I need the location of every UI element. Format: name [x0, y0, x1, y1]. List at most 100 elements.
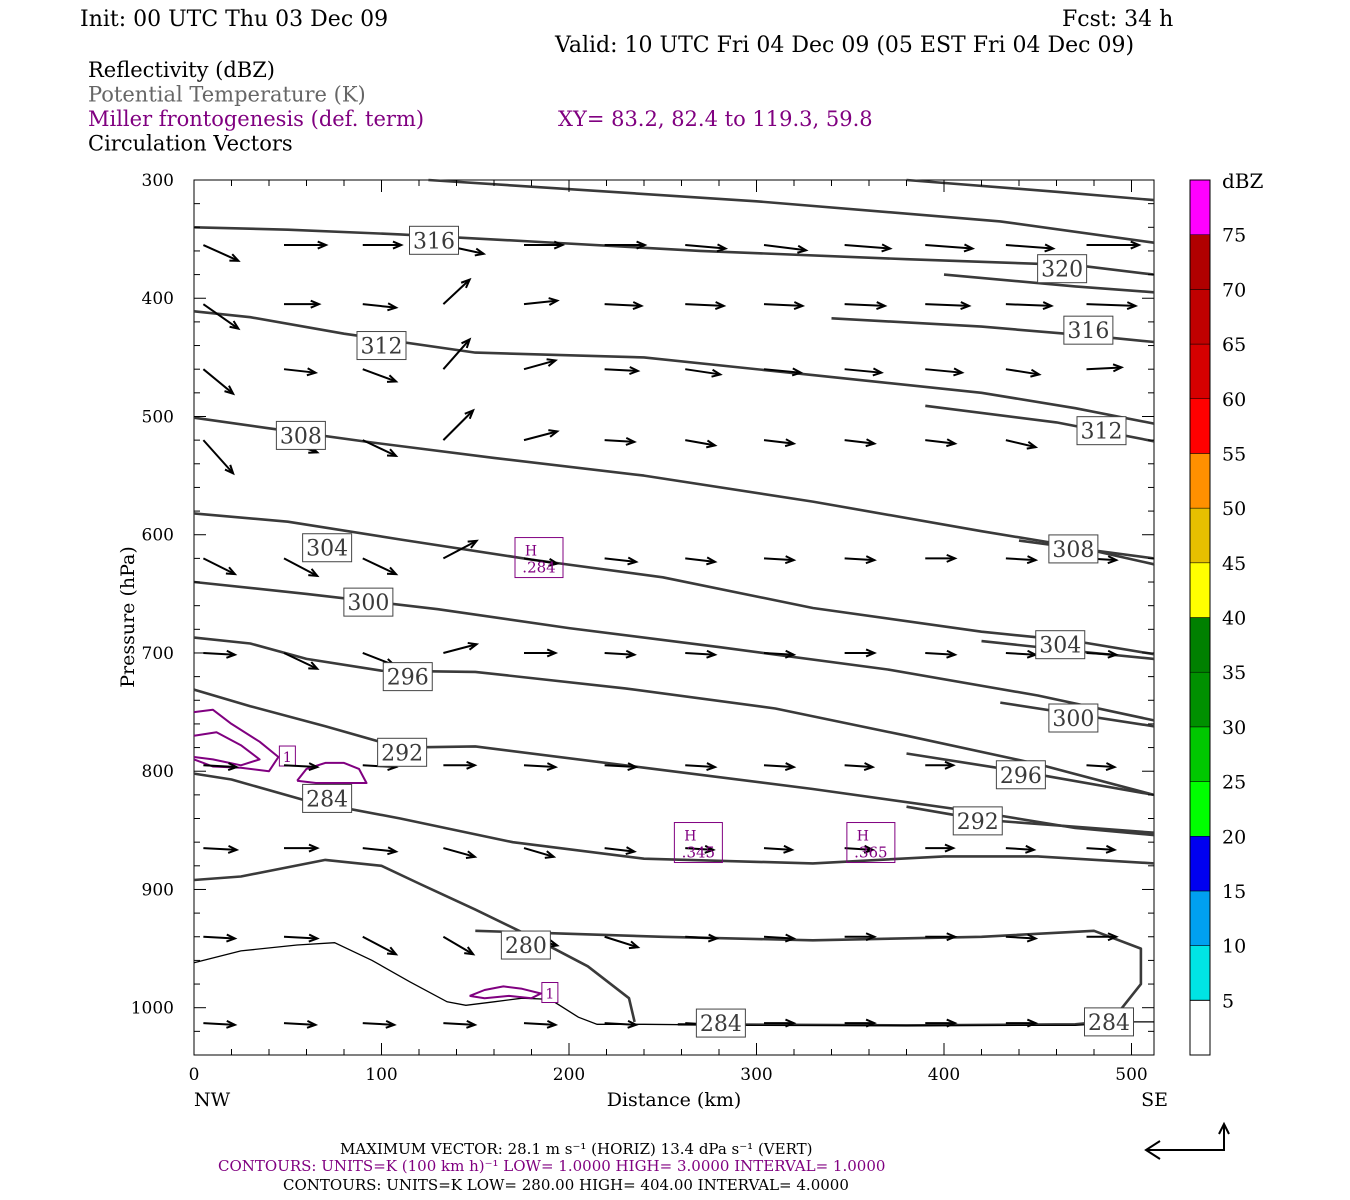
circulation-vector [604, 1022, 637, 1026]
circulation-vector [1005, 847, 1034, 851]
circulation-vector-head [865, 1018, 877, 1028]
theta-contour-info: CONTOURS: UNITS=K LOW= 280.00 HIGH= 404.… [283, 1176, 849, 1194]
circulation-vector [685, 935, 717, 940]
theta-contour-label: 320 [1041, 258, 1083, 283]
circulation-vector-head [1130, 240, 1142, 250]
circulation-vector [844, 368, 882, 374]
circulation-vector [763, 368, 801, 374]
circulation-vector-head [865, 932, 877, 942]
colorbar-segment [1189, 179, 1211, 235]
circulation-vector [844, 439, 875, 445]
theta-contour-label: 280 [505, 934, 547, 959]
circulation-vector-head [1026, 441, 1039, 450]
theta-label-box [302, 533, 353, 563]
theta-contour-line [193, 310, 1155, 425]
circulation-vector [763, 651, 794, 656]
circulation-vector-head [385, 1019, 397, 1029]
theta-contour-label: 316 [413, 229, 455, 254]
circulation-vector [604, 847, 635, 853]
theta-label-box [1084, 1007, 1134, 1037]
circulation-vector [763, 935, 794, 940]
circulation-vector [523, 299, 558, 306]
circulation-vector [362, 439, 397, 457]
circulation-vector [925, 439, 956, 445]
theta-label-box [356, 331, 407, 361]
circulation-vector-head [944, 760, 956, 770]
x-tick-label: 100 [365, 1065, 397, 1085]
high-marker-value: .365 [854, 844, 887, 862]
theta-contour-line [193, 636, 1155, 797]
circulation-vector-head [548, 297, 560, 306]
colorbar-segment [1189, 398, 1211, 454]
circulation-vector-head [467, 641, 480, 651]
colorbar-segment [1189, 671, 1211, 728]
reflectivity-colorbar: 5 10 15 20 25 30 35 40 45 50 55 60 65 70 75 [1189, 179, 1246, 1056]
circulation-vector [362, 847, 397, 853]
field-legend-item: Reflectivity (dBZ) [88, 58, 275, 82]
circulation-vector [203, 1022, 235, 1026]
theta-label-box [302, 783, 353, 813]
circulation-vector-head [464, 408, 475, 420]
circulation-vector-head [1105, 844, 1118, 854]
circulation-vector-head [227, 762, 240, 772]
circulation-vector [1086, 847, 1115, 851]
circulation-vector-head [946, 1018, 958, 1028]
circulation-vector-head [791, 367, 804, 377]
circulation-vector-head [784, 762, 797, 772]
colorbar-segment [1189, 836, 1211, 892]
theta-label-box [1048, 703, 1099, 733]
high-marker-box [514, 537, 564, 579]
theta-contour-line [428, 178, 1155, 244]
x-tick-label: 500 [1115, 1065, 1147, 1085]
circulation-vector-head [226, 933, 238, 943]
circulation-vector-head [306, 367, 319, 377]
circulation-vector-head [1026, 555, 1039, 565]
colorbar-level-label: 35 [1222, 662, 1246, 684]
colorbar-segment [1189, 945, 1211, 1001]
circulation-vector-head [881, 243, 893, 253]
circulation-vector [443, 643, 477, 654]
circulation-vector [202, 557, 236, 576]
circulation-vector-head [1107, 649, 1119, 659]
frontogenesis-contour-label: 1 [283, 750, 292, 766]
theta-contour-label: 312 [361, 335, 403, 360]
circulation-vector-head [386, 448, 399, 457]
circulation-vector-head [466, 1019, 478, 1029]
circulation-vector-head [224, 385, 236, 396]
circulation-vector-head [546, 648, 559, 658]
circulation-vector-head [308, 933, 320, 943]
theta-contour-label: 304 [306, 537, 348, 562]
circulation-vector-head [229, 320, 241, 331]
theta-contour-label: 284 [1088, 1011, 1130, 1036]
circulation-vector [685, 557, 716, 563]
circulation-vector [1005, 368, 1040, 376]
circulation-vector-head [944, 843, 956, 853]
theta-contour-line [193, 858, 636, 1023]
circulation-vector [604, 368, 638, 372]
circulation-vector-head [793, 301, 806, 310]
theta-contour-label: 312 [1081, 420, 1123, 445]
colorbar-level-label: 15 [1222, 881, 1246, 903]
colorbar-level-label: 10 [1222, 936, 1246, 958]
plot-frame [193, 179, 1155, 1056]
theta-label-box [695, 1008, 746, 1038]
circulation-vector-head [953, 367, 965, 377]
circulation-vector [442, 278, 471, 305]
theta-contour-label: 296 [1000, 764, 1042, 789]
circulation-vector-head [548, 939, 560, 948]
theta-contour-label: 284 [700, 1012, 742, 1037]
circulation-vector-head [784, 649, 797, 659]
circulation-vector [844, 764, 873, 769]
theta-contour-line [193, 772, 1155, 865]
circulation-vector-head [784, 933, 797, 943]
colorbar-segment [1189, 617, 1211, 673]
circulation-vector-head [706, 762, 718, 772]
circulation-vector [202, 368, 234, 395]
theta-contour-line [193, 580, 1155, 722]
circulation-vector [442, 338, 471, 370]
circulation-vector [203, 847, 237, 851]
circulation-vector [203, 651, 235, 656]
circulation-vector [362, 1022, 395, 1026]
circulation-vector-head [785, 1018, 797, 1028]
